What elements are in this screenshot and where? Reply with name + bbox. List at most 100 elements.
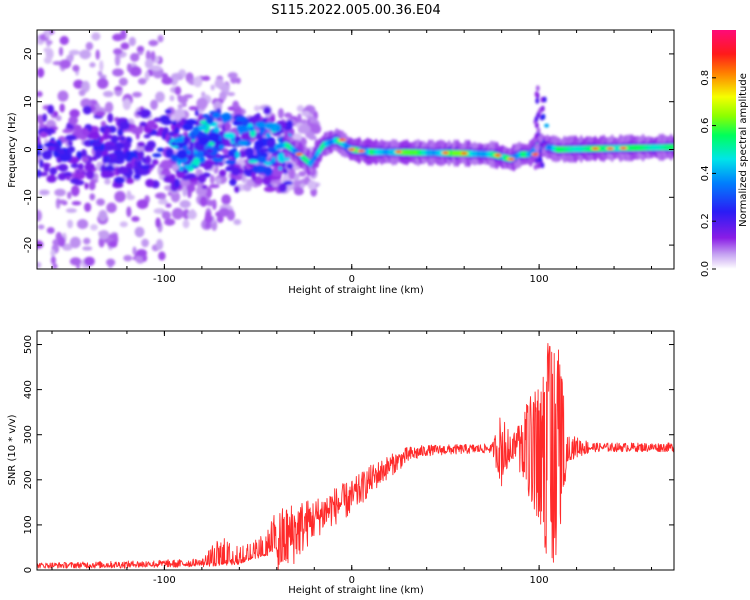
spectrogram-cell xyxy=(120,30,127,40)
spectrogram-cell xyxy=(139,150,145,159)
spectrogram-cell xyxy=(68,116,79,125)
spectrogram-xtick-label: -100 xyxy=(153,274,176,285)
spectrogram-xlabel: Height of straight line (km) xyxy=(288,285,424,296)
snr-ylabel: SNR (10 * v/v) xyxy=(7,414,18,485)
spectrogram-cell xyxy=(110,134,119,144)
spectrogram-cell xyxy=(143,145,152,150)
spectrogram-cell xyxy=(177,103,184,109)
spectrogram-cell xyxy=(88,180,96,191)
spectrogram-cell xyxy=(133,174,141,180)
spectrogram-cell xyxy=(207,131,220,142)
spectrogram-cell xyxy=(164,218,176,226)
spectrogram-cell xyxy=(126,206,132,218)
spectrogram-cell xyxy=(73,79,84,89)
spectrogram-cell xyxy=(308,135,317,141)
spectrogram-cell xyxy=(53,142,61,152)
spectrogram-cell xyxy=(535,97,540,104)
spectrogram-cell xyxy=(106,202,117,214)
spectrogram-cell xyxy=(282,168,288,175)
spectrogram-cell xyxy=(99,60,104,72)
snr-ytick-label: 0 xyxy=(23,567,34,573)
spectrogram-cell xyxy=(42,113,48,122)
spectrogram-cell xyxy=(215,177,222,185)
spectrogram-cell xyxy=(234,175,243,181)
spectrogram-cell xyxy=(542,96,547,103)
spectrogram-cell xyxy=(54,188,66,197)
spectrogram-cell xyxy=(120,42,130,50)
spectrogram-cell xyxy=(142,254,148,262)
spectrogram-cell xyxy=(157,199,169,205)
spectrogram-cell xyxy=(541,113,546,120)
spectrogram-cell xyxy=(263,166,273,177)
spectrogram-cell xyxy=(63,171,73,177)
spectrogram-cell xyxy=(229,178,237,186)
spectrogram-cell xyxy=(267,147,278,154)
spectrogram-cell xyxy=(132,246,137,256)
spectrogram-ytick-label: 10 xyxy=(23,95,34,108)
spectrogram-cell xyxy=(59,35,69,45)
colorbar: 0.0 0.2 0.4 0.6 0.8 Normalized spectral ampl… xyxy=(700,30,749,277)
spectrogram-cell xyxy=(76,218,89,230)
spectrogram-cell xyxy=(278,166,283,171)
spectrogram-cell xyxy=(57,90,69,102)
spectrogram-cell xyxy=(104,144,115,152)
spectrogram-cell xyxy=(69,178,80,184)
spectrogram-cell xyxy=(300,119,308,124)
spectrogram-cell xyxy=(298,170,307,177)
spectrogram-cell xyxy=(209,174,215,185)
spectrogram-cell xyxy=(90,224,98,231)
spectrogram-cell xyxy=(214,126,220,135)
spectrogram-cell xyxy=(150,99,158,110)
spectrogram-cell xyxy=(176,171,185,179)
spectrogram-cell xyxy=(461,152,467,155)
spectrogram-cell xyxy=(247,123,253,128)
spectrogram-cell xyxy=(136,141,146,147)
spectrogram-ytick-label: 20 xyxy=(23,48,34,61)
spectrogram-cell xyxy=(164,109,172,114)
spectrogram-cell xyxy=(534,91,539,98)
spectrogram-cell xyxy=(37,67,45,78)
spectrogram-cell xyxy=(171,72,183,79)
snr-plot-area xyxy=(37,331,674,570)
spectrogram-cell xyxy=(95,49,100,60)
spectrogram-cell xyxy=(78,89,86,97)
spectrogram-cell xyxy=(97,70,103,77)
spectrogram-cell xyxy=(216,215,224,223)
spectrogram-cell xyxy=(670,143,674,151)
spectrogram-cell xyxy=(174,126,180,135)
spectrogram-cell xyxy=(100,149,109,158)
spectrogram-cell xyxy=(99,135,104,144)
spectrogram-cell xyxy=(205,186,213,199)
spectrogram-cell xyxy=(152,153,162,158)
spectrogram-cell xyxy=(179,180,186,186)
spectrogram-cell xyxy=(81,156,89,163)
spectrogram-cell xyxy=(141,164,151,170)
snr-xtick-label: -100 xyxy=(153,575,176,586)
spectrogram-cell xyxy=(161,118,173,126)
spectrogram-cell xyxy=(203,160,214,171)
spectrogram-cell xyxy=(396,150,401,153)
spectrogram-cell xyxy=(70,185,80,197)
spectrogram-cell xyxy=(170,191,181,203)
spectrogram-cell xyxy=(186,184,196,193)
spectrogram-cell xyxy=(187,210,197,220)
spectrogram-cell xyxy=(62,128,74,134)
spectrogram-cell xyxy=(100,120,107,127)
spectrogram-cell xyxy=(106,258,116,267)
spectrogram-cell xyxy=(536,112,541,119)
spectrogram-ytick-label: -20 xyxy=(23,237,34,253)
spectrogram-cell xyxy=(212,157,219,162)
spectrogram-cell xyxy=(233,218,242,226)
spectrogram-cell xyxy=(96,78,109,89)
spectrogram-cell xyxy=(136,199,149,210)
spectrogram-cell xyxy=(258,148,265,153)
spectrogram-cell xyxy=(593,147,598,150)
snr-ytick-label: 200 xyxy=(23,470,34,489)
spectrogram-cell xyxy=(231,147,237,156)
spectrogram-cell xyxy=(126,190,132,200)
spectrogram-cell xyxy=(41,150,53,160)
spectrogram-cell xyxy=(131,216,140,222)
spectrogram-cell xyxy=(537,156,542,163)
